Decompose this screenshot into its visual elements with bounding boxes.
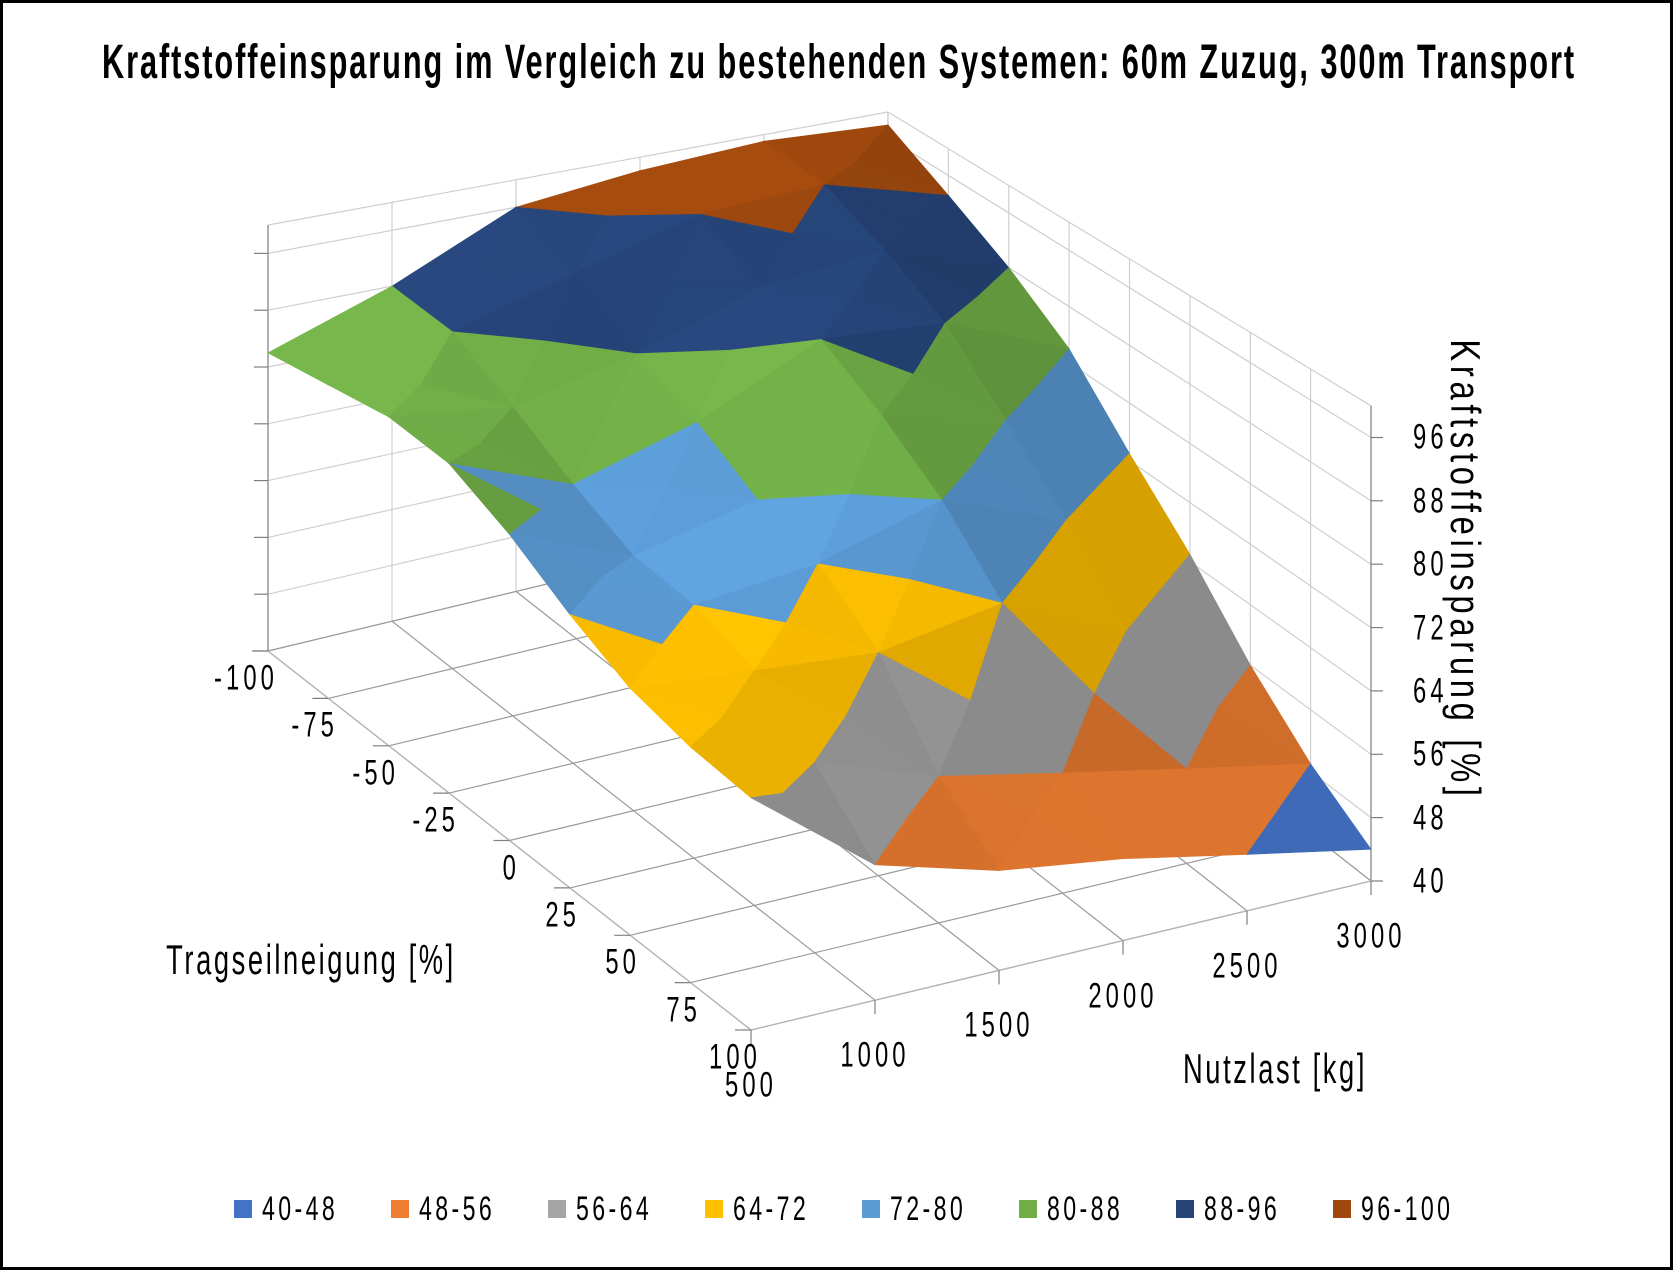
- legend-swatch: [1176, 1200, 1194, 1218]
- legend-swatch: [1333, 1200, 1351, 1218]
- z-tick-label: 56: [1413, 734, 1448, 774]
- legend-swatch: [548, 1200, 566, 1218]
- surface-chart-canvas: [252, 111, 1383, 1044]
- legend-label: 72-80: [890, 1190, 967, 1228]
- chart-title: Kraftstoffeinsparung im Vergleich zu bes…: [101, 36, 1577, 89]
- legend-label: 48-56: [419, 1190, 496, 1228]
- legend-swatch: [234, 1200, 252, 1218]
- y-tick-label: -50: [352, 753, 399, 793]
- legend-label: 88-96: [1204, 1190, 1281, 1228]
- legend-swatch: [862, 1200, 880, 1218]
- x-tick-label: 3000: [1336, 916, 1406, 956]
- y-tick-label: 25: [545, 895, 580, 935]
- legend-label: 56-64: [576, 1190, 653, 1228]
- legend-swatch: [1019, 1200, 1037, 1218]
- axis-ticks: [252, 252, 1383, 1044]
- z-tick-label: 80: [1413, 544, 1448, 584]
- y-axis-title: Tragseilneigung [%]: [166, 936, 456, 983]
- y-tick-label: 50: [605, 942, 640, 982]
- y-tick-label: -25: [412, 800, 459, 840]
- x-tick-label: 500: [725, 1065, 777, 1105]
- x-axis-title: Nutzlast [kg]: [1182, 1045, 1368, 1092]
- z-axis-title: Kraftstoffeinsparung [%]: [1442, 339, 1489, 801]
- z-tick-label: 72: [1413, 608, 1448, 648]
- y-tick-label: -100: [214, 658, 278, 698]
- box-edges: [267, 111, 1372, 1031]
- z-tick-label: 64: [1413, 671, 1448, 711]
- legend-label: 64-72: [733, 1190, 810, 1228]
- legend-swatch: [705, 1200, 723, 1218]
- z-tick-label: 40: [1413, 861, 1448, 901]
- z-tick-label: 88: [1413, 481, 1448, 521]
- legend-swatch: [391, 1200, 409, 1218]
- y-tick-label: -75: [291, 705, 338, 745]
- y-tick-label: 0: [502, 848, 520, 888]
- legend-label: 96-100: [1361, 1190, 1454, 1228]
- y-tick-label: 75: [666, 990, 701, 1030]
- z-tick-label: 96: [1413, 417, 1448, 457]
- legend-label: 80-88: [1047, 1190, 1124, 1228]
- surface: [266, 124, 1373, 872]
- x-tick-label: 1500: [964, 1005, 1034, 1045]
- y-tick-label: 100: [709, 1037, 761, 1077]
- x-tick-label: 1000: [840, 1035, 910, 1075]
- x-tick-label: 2500: [1212, 946, 1282, 986]
- legend-label: 40-48: [262, 1190, 339, 1228]
- x-tick-label: 2000: [1088, 976, 1158, 1016]
- z-tick-label: 48: [1413, 798, 1448, 838]
